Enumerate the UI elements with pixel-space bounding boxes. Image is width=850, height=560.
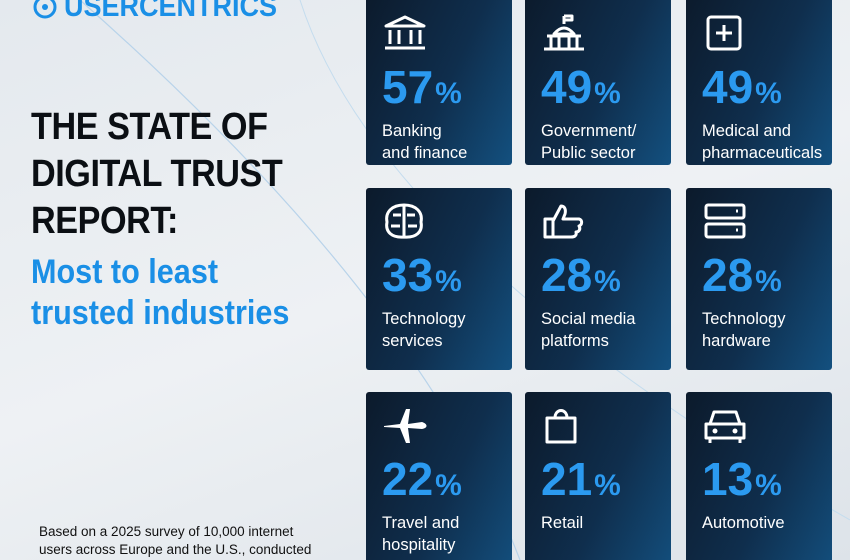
percentage-unit: %: [594, 77, 621, 110]
industry-label-line: platforms: [541, 332, 609, 350]
industry-label-line: Automotive: [702, 514, 785, 532]
industry-icon: [382, 202, 430, 247]
icon-graphic: [545, 409, 577, 444]
title-line: THE STATE OF: [31, 106, 268, 148]
percentage-value: 28: [702, 249, 754, 301]
icon-graphic: [544, 14, 584, 51]
icon-graphic: [384, 409, 427, 443]
industry-card: 28% Technology hardware: [686, 188, 832, 370]
industry-label-line: hardware: [702, 332, 771, 350]
percentage-unit: %: [755, 265, 782, 298]
industry-card: 49% Government/Public sector: [525, 0, 671, 165]
percentage-value: 49: [541, 61, 593, 113]
industry-label: Travel and hospitality: [382, 512, 459, 556]
logo-text: USERCENTRICS: [64, 0, 278, 23]
industry-card: 57% Banking and finance: [366, 0, 512, 165]
industry-label-line: Banking: [382, 122, 442, 140]
industry-card: 28% Social media platforms: [525, 188, 671, 370]
industry-label-line: services: [382, 332, 443, 350]
title-line: DIGITAL TRUST: [31, 153, 283, 195]
industry-icon: [541, 14, 589, 59]
industry-card: 22% Travel and hospitality: [366, 392, 512, 560]
percentage-unit: %: [435, 265, 462, 298]
percentage-value: 21: [541, 453, 593, 505]
percentage-value: 49: [702, 61, 754, 113]
trust-percentage: 57%: [382, 60, 462, 114]
percentage-unit: %: [435, 469, 462, 502]
industry-icon: [702, 202, 750, 247]
trust-percentage: 28%: [702, 248, 782, 302]
industry-icon: [382, 406, 430, 451]
icon-graphic: [543, 204, 584, 239]
industry-label-line: Travel and: [382, 514, 460, 532]
industry-label-line: Retail: [541, 514, 584, 532]
footnote-line: Based on a 2025 survey of 10,000 interne…: [39, 524, 294, 539]
industry-icon: [702, 14, 750, 59]
industry-card: 49% Medical and pharmaceuticals: [686, 0, 832, 165]
industry-label: Automotive: [702, 512, 785, 534]
industry-card: 21% Retail: [525, 392, 671, 560]
industry-icon: [382, 14, 430, 59]
icon-graphic: [706, 15, 742, 51]
icon-graphic: [704, 203, 746, 239]
percentage-unit: %: [435, 77, 462, 110]
industry-label-line: Technology: [702, 310, 786, 328]
percentage-value: 28: [541, 249, 593, 301]
industry-label-line: Technology: [382, 310, 466, 328]
icon-graphic: [704, 410, 746, 443]
percentage-value: 22: [382, 453, 434, 505]
industry-label-line: Government/: [541, 122, 637, 140]
percentage-value: 57: [382, 61, 434, 113]
percentage-value: 33: [382, 249, 434, 301]
industry-label-line: Social media: [541, 310, 636, 328]
icon-graphic: [384, 15, 426, 50]
subtitle-line: Most to least: [31, 253, 219, 291]
industry-label-line: Medical and: [702, 122, 791, 140]
footnote-line: users across Europe and the U.S., conduc…: [39, 542, 312, 557]
industry-label: Medical and pharmaceuticals: [702, 120, 822, 164]
logo-icon: [33, 0, 57, 19]
industry-card: 13% Automotive: [686, 392, 832, 560]
trust-percentage: 21%: [541, 452, 621, 506]
industry-icon: [702, 406, 750, 451]
industry-label: Technology services: [382, 308, 465, 352]
percentage-unit: %: [594, 469, 621, 502]
percentage-unit: %: [755, 77, 782, 110]
icon-graphic: [385, 203, 423, 239]
trust-percentage: 33%: [382, 248, 462, 302]
industry-icon: [541, 202, 589, 247]
industry-label-line: pharmaceuticals: [702, 144, 823, 162]
trust-percentage: 49%: [541, 60, 621, 114]
title-line: REPORT:: [31, 200, 178, 242]
trust-percentage: 49%: [702, 60, 782, 114]
industry-label: Banking and finance: [382, 120, 467, 164]
industry-label: Technology hardware: [702, 308, 785, 352]
industry-icon: [541, 406, 589, 451]
industry-card: 33% Technology services: [366, 188, 512, 370]
percentage-unit: %: [594, 265, 621, 298]
industry-label: Social media platforms: [541, 308, 635, 352]
industry-label: Government/Public sector: [541, 120, 636, 164]
percentage-unit: %: [755, 469, 782, 502]
percentage-value: 13: [702, 453, 754, 505]
industry-label-line: and finance: [382, 144, 468, 162]
trust-percentage: 13%: [702, 452, 782, 506]
industry-label-line: Public sector: [541, 144, 636, 162]
subtitle-line: trusted industries: [31, 294, 290, 332]
trust-percentage: 28%: [541, 248, 621, 302]
industry-label-line: hospitality: [382, 536, 456, 554]
industry-label: Retail: [541, 512, 583, 534]
trust-percentage: 22%: [382, 452, 462, 506]
logo: USERCENTRICS: [32, 0, 301, 24]
